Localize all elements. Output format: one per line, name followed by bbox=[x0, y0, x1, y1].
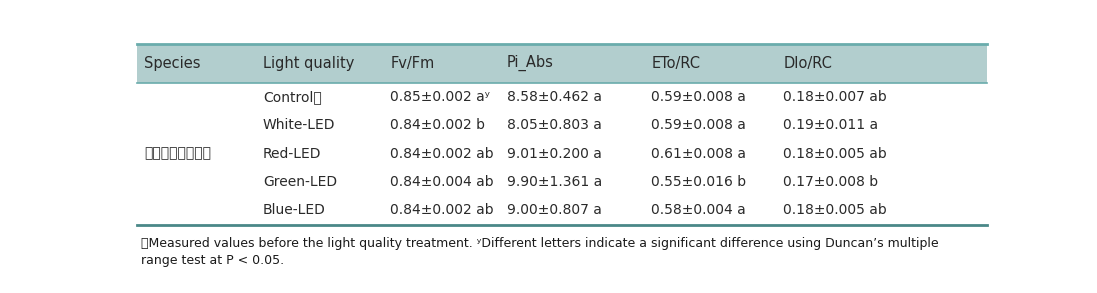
Text: ᵺMeasured values before the light quality treatment. ʸDifferent letters indicate: ᵺMeasured values before the light qualit… bbox=[142, 237, 939, 250]
Text: 0.18±0.005 ab: 0.18±0.005 ab bbox=[783, 146, 887, 161]
Text: 9.01±0.200 a: 9.01±0.200 a bbox=[507, 146, 602, 161]
Text: 0.61±0.008 a: 0.61±0.008 a bbox=[652, 146, 746, 161]
Text: 완도호랑가시나무: 완도호랑가시나무 bbox=[144, 146, 211, 161]
Text: Red-LED: Red-LED bbox=[263, 146, 321, 161]
Text: Green-LED: Green-LED bbox=[263, 175, 337, 189]
Text: Pi_Abs: Pi_Abs bbox=[507, 55, 554, 71]
Text: 0.18±0.005 ab: 0.18±0.005 ab bbox=[783, 203, 887, 217]
Text: 9.00±0.807 a: 9.00±0.807 a bbox=[507, 203, 602, 217]
Text: 0.18±0.007 ab: 0.18±0.007 ab bbox=[783, 90, 887, 104]
Text: 0.84±0.004 ab: 0.84±0.004 ab bbox=[391, 175, 494, 189]
Text: White-LED: White-LED bbox=[263, 118, 336, 132]
Text: 0.84±0.002 ab: 0.84±0.002 ab bbox=[391, 146, 494, 161]
Text: DIo/RC: DIo/RC bbox=[783, 56, 833, 71]
Text: 0.59±0.008 a: 0.59±0.008 a bbox=[652, 90, 746, 104]
Text: ETo/RC: ETo/RC bbox=[652, 56, 701, 71]
Text: Controlᵺ: Controlᵺ bbox=[263, 90, 321, 104]
Text: 0.17±0.008 b: 0.17±0.008 b bbox=[783, 175, 879, 189]
Bar bbox=[137, 44, 987, 83]
Text: 0.58±0.004 a: 0.58±0.004 a bbox=[652, 203, 746, 217]
Text: 0.55±0.016 b: 0.55±0.016 b bbox=[652, 175, 747, 189]
Text: range test at P < 0.05.: range test at P < 0.05. bbox=[142, 254, 284, 267]
Text: 9.90±1.361 a: 9.90±1.361 a bbox=[507, 175, 602, 189]
Text: Species: Species bbox=[144, 56, 201, 71]
Text: 0.84±0.002 b: 0.84±0.002 b bbox=[391, 118, 486, 132]
Text: 0.85±0.002 aʸ: 0.85±0.002 aʸ bbox=[391, 90, 490, 104]
Text: 8.05±0.803 a: 8.05±0.803 a bbox=[507, 118, 602, 132]
Text: 8.58±0.462 a: 8.58±0.462 a bbox=[507, 90, 602, 104]
Text: Blue-LED: Blue-LED bbox=[263, 203, 326, 217]
Text: Fv/Fm: Fv/Fm bbox=[391, 56, 434, 71]
Text: 0.59±0.008 a: 0.59±0.008 a bbox=[652, 118, 746, 132]
Text: Light quality: Light quality bbox=[263, 56, 354, 71]
Text: 0.19±0.011 a: 0.19±0.011 a bbox=[783, 118, 879, 132]
Text: 0.84±0.002 ab: 0.84±0.002 ab bbox=[391, 203, 494, 217]
